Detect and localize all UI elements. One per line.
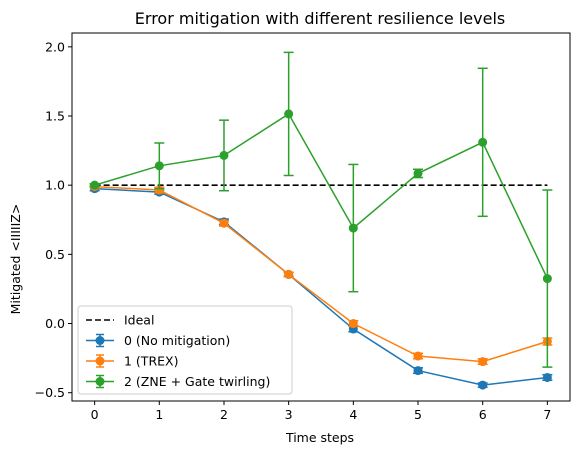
data-point — [284, 109, 294, 119]
x-tick-label: 2 — [220, 407, 228, 422]
data-point — [219, 150, 229, 160]
series-2 — [89, 51, 553, 368]
y-tick-label: −0.5 — [35, 385, 65, 400]
data-point — [478, 137, 488, 147]
x-tick-label: 7 — [543, 407, 551, 422]
legend-marker — [95, 356, 105, 366]
series-line — [94, 112, 549, 279]
x-tick-label: 4 — [349, 407, 357, 422]
data-point — [542, 274, 552, 284]
data-point — [154, 185, 164, 195]
y-tick-label: 0.5 — [45, 247, 65, 262]
x-tick-label: 0 — [91, 407, 99, 422]
y-tick-label: 0.0 — [45, 316, 65, 331]
data-point — [284, 269, 294, 279]
data-point — [478, 357, 488, 367]
legend-label: 0 (No mitigation) — [124, 333, 230, 348]
legend-label: 2 (ZNE + Gate twirling) — [124, 374, 270, 389]
data-point — [413, 351, 423, 361]
y-tick-label: 1.0 — [45, 178, 65, 193]
legend-ideal-label: Ideal — [124, 313, 154, 328]
series-line — [94, 185, 548, 363]
y-ticks: −0.5 0.0 0.5 1.0 1.5 2.0 — [35, 39, 72, 400]
data-point — [90, 180, 100, 190]
data-point — [219, 218, 229, 228]
plot-area — [71, 32, 571, 402]
x-ticks: 0 1 2 3 4 5 6 7 — [91, 401, 551, 422]
series-layer — [89, 51, 553, 390]
data-point — [413, 366, 423, 376]
x-tick-label: 3 — [285, 407, 293, 422]
chart-title: Error mitigation with different resilien… — [135, 9, 505, 28]
data-point — [348, 223, 358, 233]
data-point — [154, 161, 164, 171]
data-point — [413, 168, 423, 178]
y-tick-label: 1.5 — [45, 109, 65, 124]
legend-marker — [95, 377, 105, 386]
series-1 — [89, 182, 553, 367]
y-axis-label: Mitigated <IIIIIZ> — [8, 204, 23, 315]
legend-box — [77, 305, 293, 395]
legend: Ideal 0 (No mitigation) 1 (TREX) 2 (ZNE + G… — [77, 305, 293, 395]
x-tick-label: 5 — [414, 407, 422, 422]
data-point — [478, 380, 488, 390]
y-tick-label: 2.0 — [45, 39, 65, 54]
x-axis-label: Time steps — [285, 430, 354, 445]
data-point — [542, 372, 552, 382]
x-tick-label: 6 — [479, 407, 487, 422]
legend-label: 1 (TREX) — [124, 354, 178, 369]
series-line — [94, 187, 548, 386]
data-point — [348, 319, 358, 329]
x-tick-label: 1 — [155, 407, 163, 422]
legend-marker — [95, 336, 105, 345]
